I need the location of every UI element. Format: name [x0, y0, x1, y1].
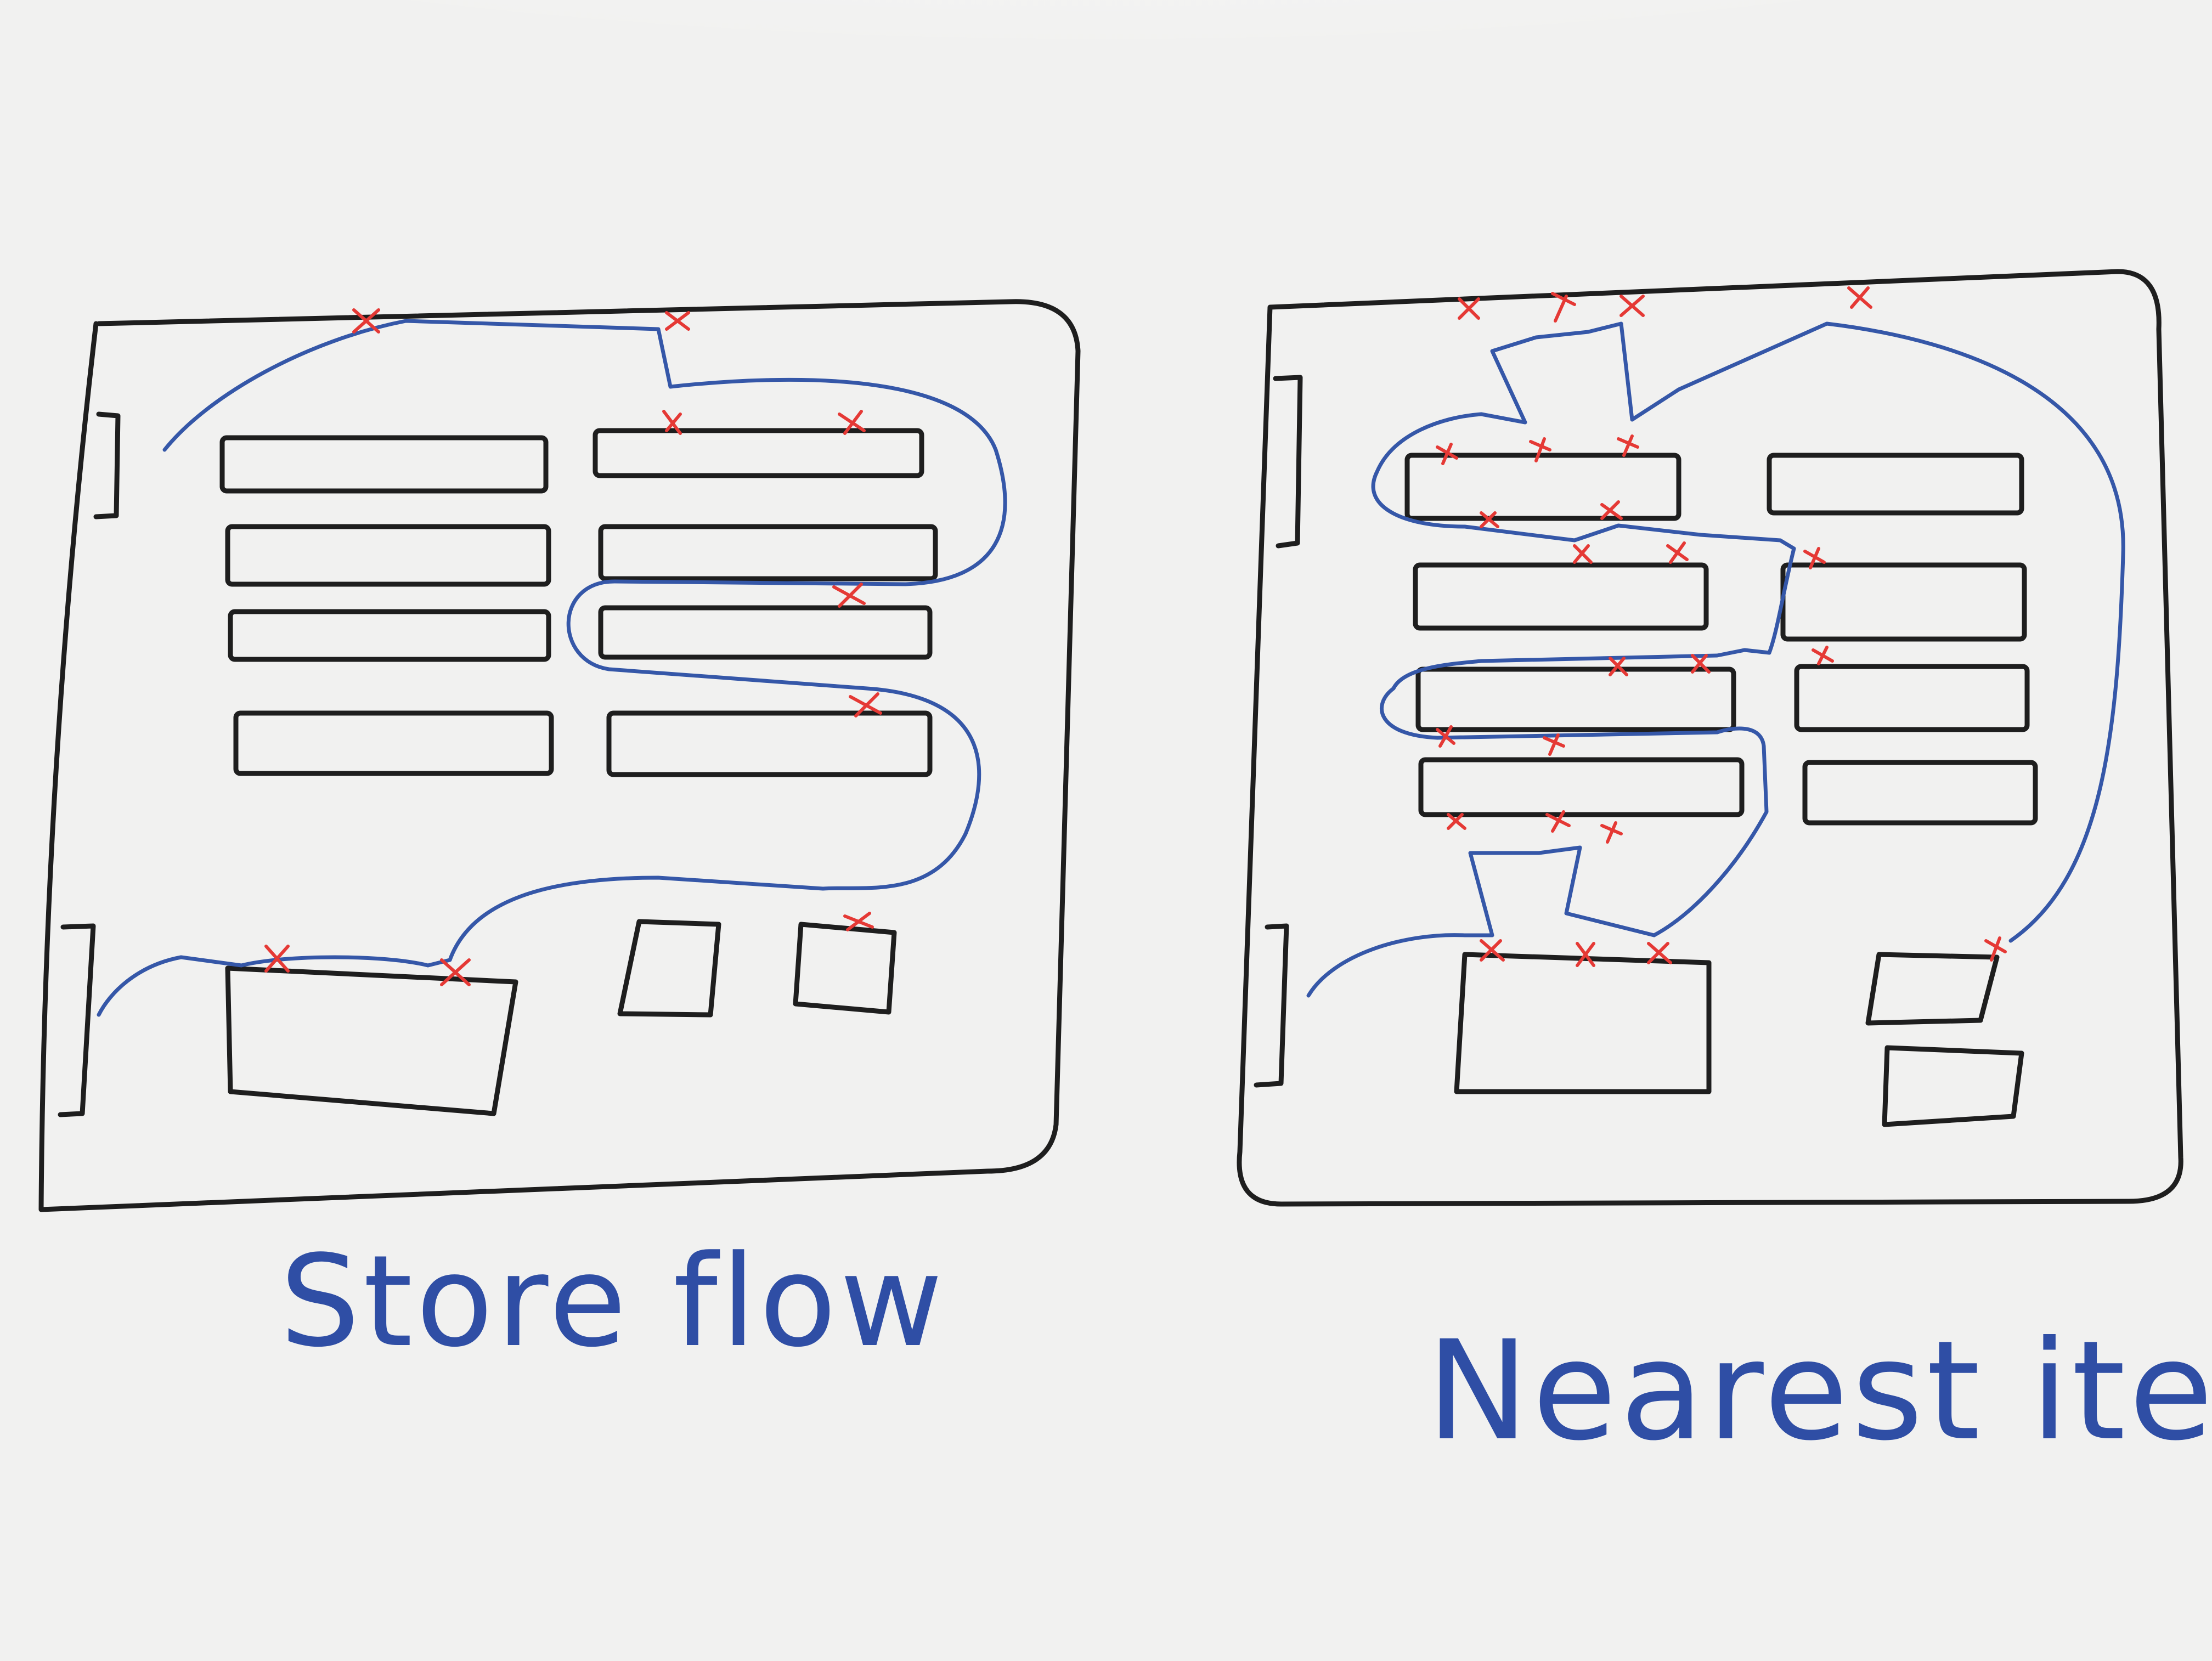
caption-store-flow: Store flow — [280, 1229, 946, 1375]
pick-marker — [1617, 434, 1639, 457]
pick-marker — [1576, 942, 1595, 967]
store-outline — [38, 299, 1081, 1212]
pick-marker — [1803, 547, 1826, 569]
shelf — [598, 605, 933, 660]
store-outline — [1237, 269, 2183, 1207]
shelves-right-column — [1767, 453, 2038, 826]
small-display — [1865, 952, 2000, 1026]
pick-marker — [1647, 942, 1672, 964]
pick-marker — [1436, 443, 1458, 465]
pick-marker — [665, 311, 690, 331]
store-flow-diagram — [38, 299, 1081, 1212]
checkout-counter — [225, 965, 518, 1116]
pick-marker — [1847, 286, 1872, 309]
flow-route — [1306, 321, 2125, 998]
shelf — [219, 435, 549, 494]
pick-marker — [1543, 733, 1565, 756]
pick-markers-right — [1436, 286, 2007, 967]
entrance-bottom — [1254, 923, 1289, 1088]
pick-marker — [838, 410, 866, 435]
pick-marker — [1666, 541, 1689, 564]
pick-marker — [1545, 810, 1571, 833]
pick-marker — [843, 912, 874, 931]
light-glare — [0, 0, 2212, 274]
shelf — [233, 710, 554, 776]
pick-marker — [1436, 725, 1455, 748]
pick-marker — [1812, 646, 1834, 665]
pick-marker — [352, 308, 380, 334]
small-display — [617, 919, 721, 1018]
shelf — [1413, 562, 1709, 631]
flow-route — [97, 319, 1007, 1017]
shelf — [606, 710, 933, 777]
shelves-left-column — [219, 435, 554, 776]
pick-marker — [1984, 936, 2007, 962]
small-display — [793, 922, 897, 1015]
shelves-right-column — [592, 428, 938, 777]
shelf — [225, 524, 551, 587]
entrance-bottom — [58, 923, 96, 1117]
shelves-left-column — [1404, 453, 1745, 817]
pick-marker — [1551, 292, 1576, 323]
pick-marker — [849, 692, 882, 717]
pick-marker — [440, 958, 471, 986]
caption-nearest-item: Nearest item — [1426, 1311, 2212, 1471]
pick-marker — [1609, 657, 1628, 676]
shelf — [1767, 453, 2024, 516]
pick-marker — [1691, 654, 1711, 674]
shelf — [1418, 757, 1745, 817]
shelf — [592, 428, 924, 478]
pick-markers-left — [264, 308, 882, 986]
pick-marker — [1600, 500, 1623, 520]
pick-marker — [832, 583, 866, 608]
pick-marker — [1480, 511, 1499, 528]
pick-marker — [1600, 821, 1623, 844]
nearest-item-diagram — [1237, 269, 2183, 1207]
pick-marker — [1458, 297, 1480, 320]
pick-marker — [1573, 544, 1593, 564]
pick-marker — [1447, 813, 1466, 830]
shelf — [1794, 664, 2030, 732]
entrance-top — [93, 411, 121, 519]
nearest-item-path — [1306, 321, 2125, 998]
entrance-top — [1273, 375, 1303, 549]
shelf — [1415, 666, 1736, 732]
shelf — [1404, 453, 1681, 521]
pick-marker — [1480, 939, 1505, 962]
checkout-counter — [1454, 952, 1712, 1094]
pick-marker — [1620, 295, 1645, 317]
shelf — [1802, 760, 2038, 826]
shelf — [598, 524, 938, 581]
store-flow-path — [97, 319, 1007, 1017]
small-display — [1882, 1045, 2024, 1127]
pick-marker — [1529, 437, 1551, 462]
pick-marker — [662, 410, 682, 435]
pick-marker — [264, 945, 290, 973]
shelf — [228, 609, 551, 662]
